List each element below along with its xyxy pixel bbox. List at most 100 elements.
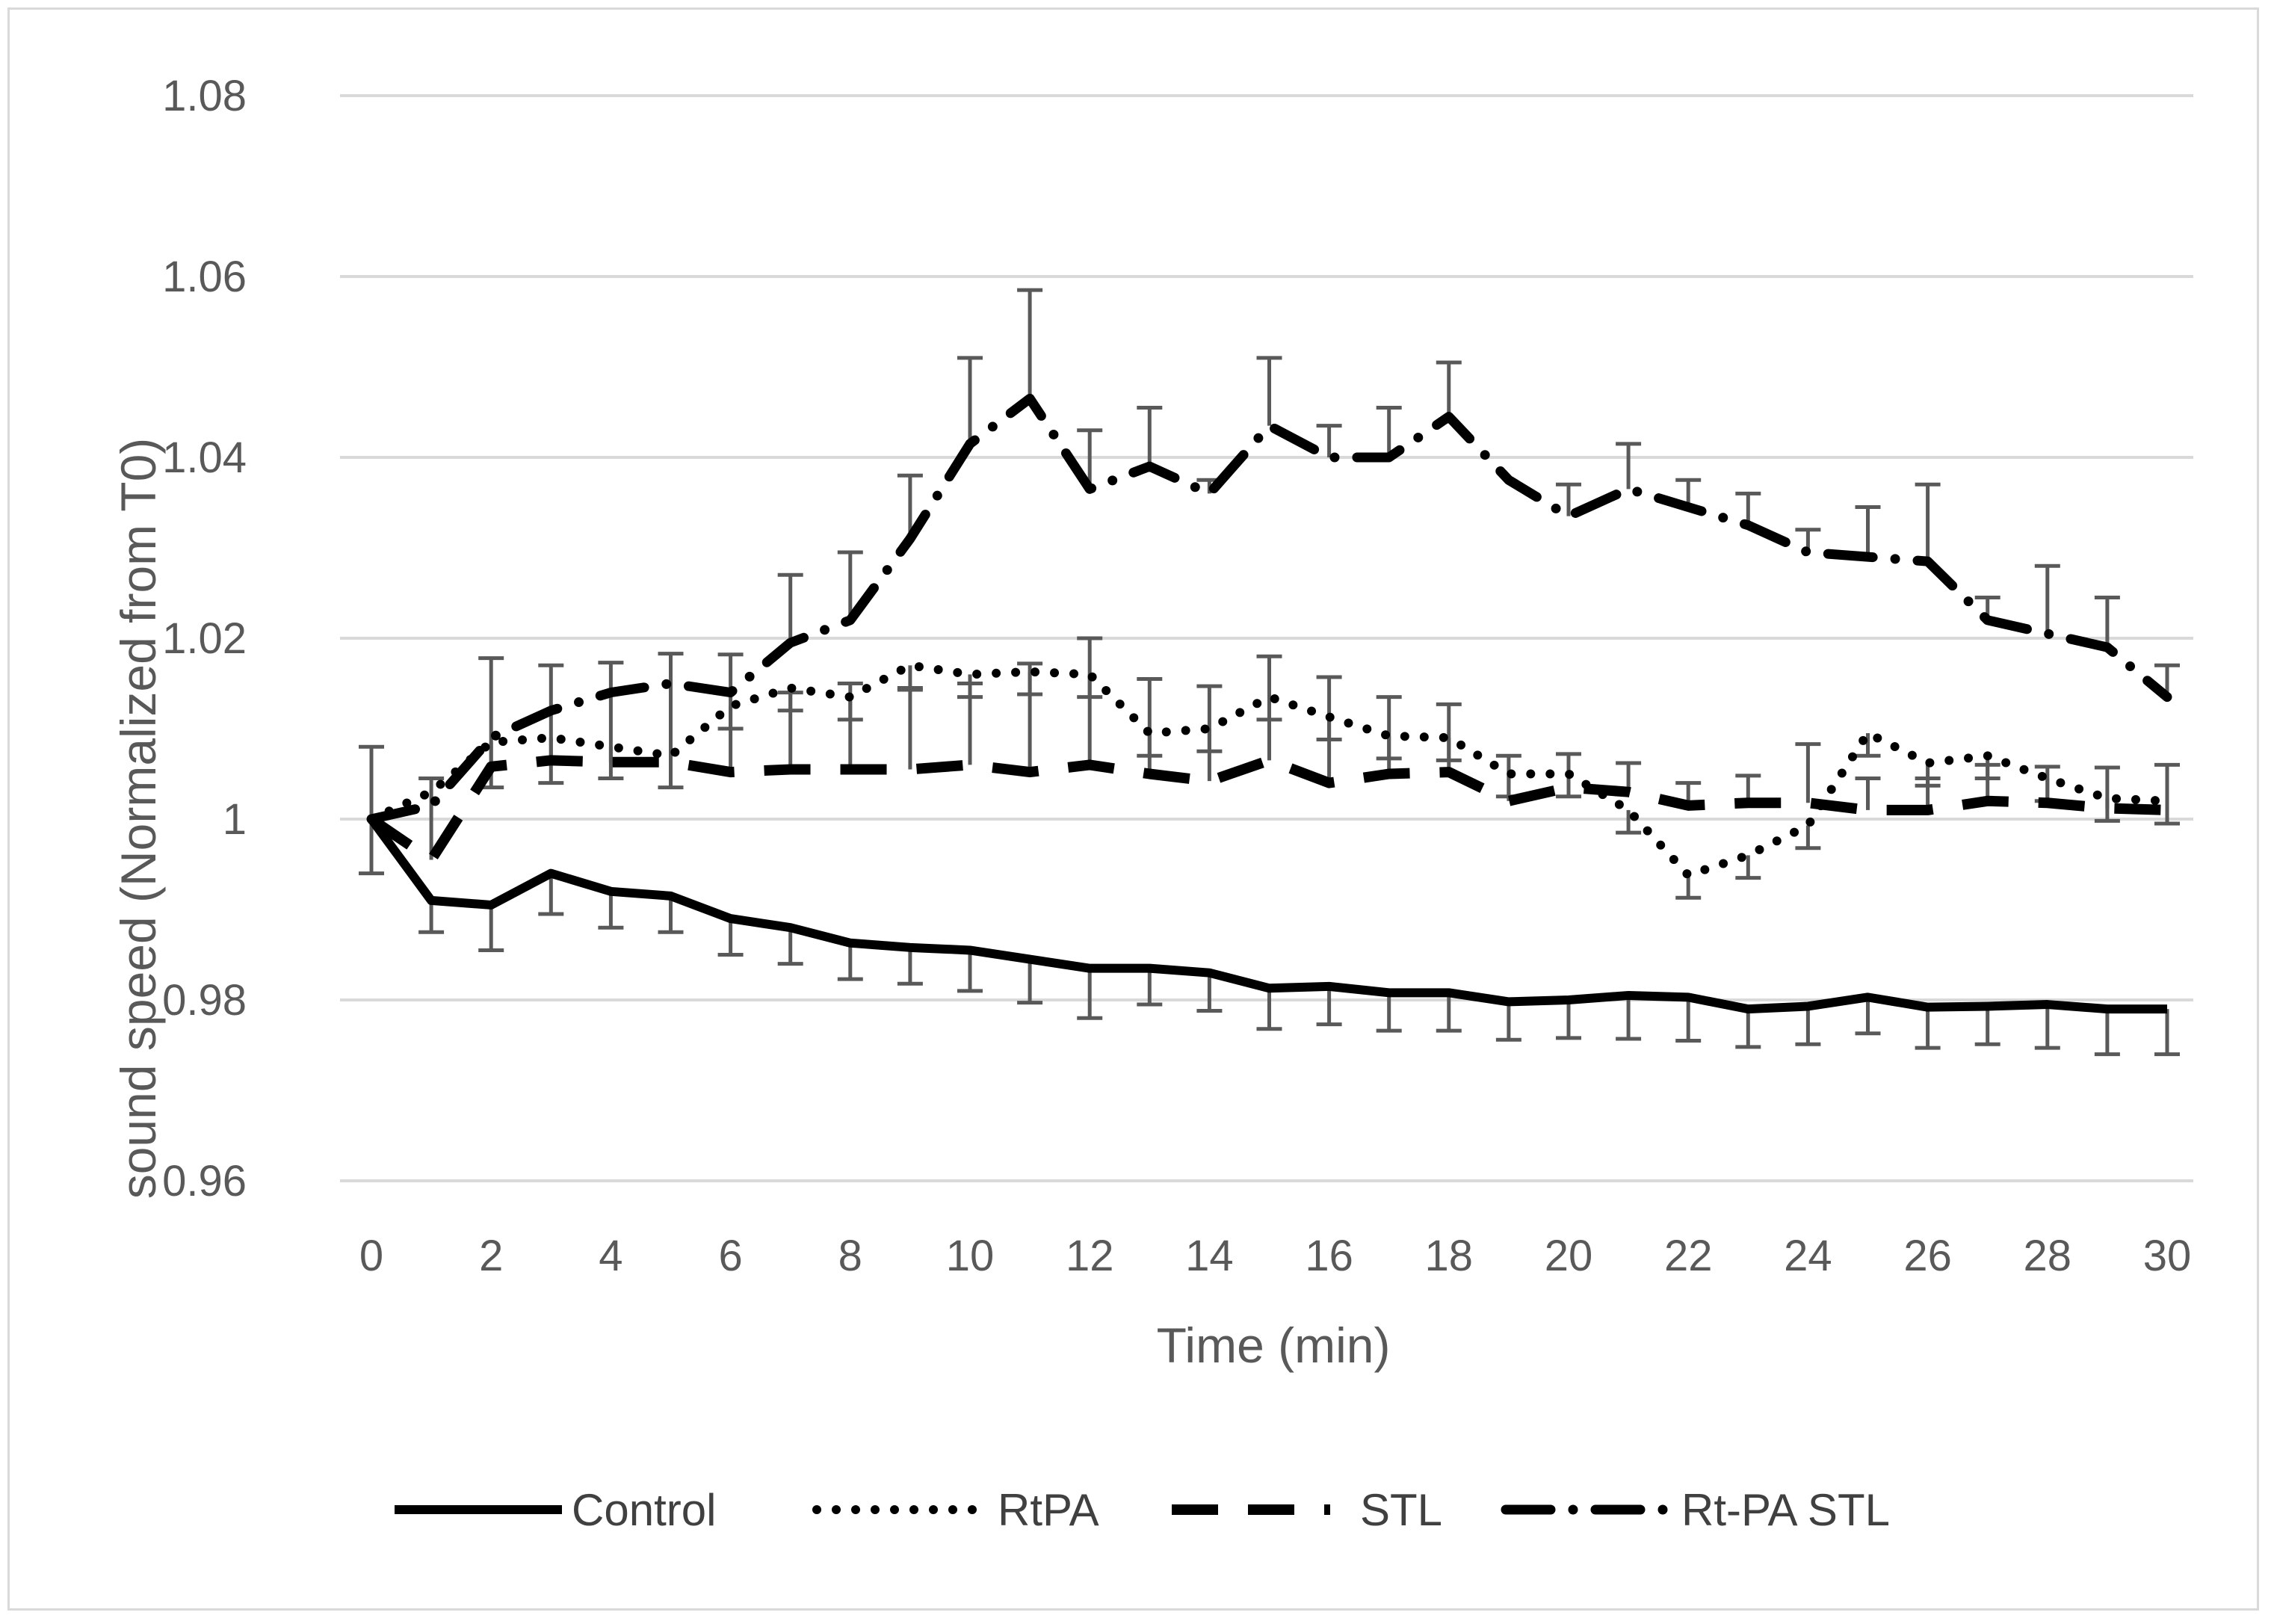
error-bar (478, 656, 504, 767)
error-bar (2094, 765, 2120, 809)
error-bar (1316, 424, 1342, 457)
x-tick-label: 10 (946, 1232, 995, 1280)
error-bar (1616, 809, 1642, 835)
error-bar (1196, 684, 1223, 782)
y-tick-label: 1.02 (162, 614, 247, 663)
x-tick-label: 2 (479, 1232, 503, 1280)
y-tick-label: 1 (223, 795, 247, 844)
error-bar (418, 900, 445, 934)
x-tick-label: 16 (1305, 1232, 1353, 1280)
legend-item: STL (1172, 1485, 1442, 1535)
x-tick-label: 12 (1066, 1232, 1114, 1280)
y-tick-label: 1.04 (162, 433, 247, 482)
error-bar (1556, 1000, 1581, 1040)
error-bar (1675, 875, 1702, 900)
error-bar (1855, 733, 1881, 758)
error-bar (1915, 1007, 1941, 1050)
legend-label: Rt-PA STL (1681, 1485, 1890, 1535)
legend-item: RtPA (812, 1485, 1099, 1535)
error-bar (1077, 428, 1103, 490)
error-bar (777, 691, 803, 770)
legend-item: Rt-PA STL (1501, 1485, 1890, 1535)
error-bar (359, 819, 384, 876)
error-bar (418, 777, 445, 860)
y-axis-title: sound speed (Normalized from T0) (111, 438, 166, 1200)
y-tick-label: 0.96 (162, 1157, 247, 1205)
error-bar (1316, 986, 1342, 1027)
error-bar (1376, 405, 1402, 457)
error-bar (1017, 959, 1043, 1005)
error-bar (897, 947, 923, 986)
error-bar (1974, 762, 2000, 801)
error-bar (1616, 442, 1642, 490)
error-bar (1256, 988, 1282, 1031)
error-bar (598, 661, 624, 762)
error-bar (1376, 992, 1402, 1033)
error-bars (359, 288, 2180, 1057)
error-bar (777, 572, 803, 643)
error-bar (837, 942, 863, 981)
error-bar (1316, 675, 1342, 783)
error-bar (897, 473, 923, 539)
legend-label: Control (572, 1485, 716, 1535)
error-bar (2034, 564, 2060, 634)
x-tick-label: 14 (1185, 1232, 1234, 1280)
error-bar (1436, 992, 1462, 1033)
series-line-stl (368, 755, 2168, 865)
error-bar (1735, 1009, 1761, 1049)
x-tick-label: 8 (838, 1232, 862, 1280)
error-bar (2094, 1009, 2120, 1057)
error-bar (1735, 855, 1761, 880)
error-bar (478, 904, 504, 952)
error-bar (957, 682, 983, 765)
error-bar (1017, 288, 1043, 399)
error-bar (2154, 1009, 2180, 1057)
error-bar (1675, 997, 1702, 1043)
error-bar (359, 744, 384, 819)
error-bar (1974, 1006, 2000, 1046)
error-bar (2034, 765, 2060, 803)
error-bar (1735, 491, 1761, 525)
x-axis-ticks: 0 2 4 6 8 10 12 14 16 18 20 22 24 26 28 30 (359, 1232, 2191, 1280)
error-bar (837, 550, 863, 620)
x-tick-label: 20 (1545, 1232, 1593, 1280)
x-tick-label: 18 (1425, 1232, 1474, 1280)
x-tick-label: 6 (718, 1232, 742, 1280)
series-line-rt-pa-stl (366, 393, 2172, 824)
error-bar (1017, 661, 1043, 773)
error-bar (1137, 405, 1163, 467)
legend-label: RtPA (998, 1485, 1099, 1535)
x-tick-label: 26 (1903, 1232, 1952, 1280)
error-bar (1436, 360, 1462, 417)
y-axis-ticks: 0.96 0.98 1 1.02 1.04 1.06 1.08 (162, 72, 247, 1205)
error-bar (598, 891, 624, 930)
legend-item: Control (395, 1485, 716, 1535)
error-bar (1256, 654, 1282, 761)
error-bar (1795, 742, 1821, 803)
x-tick-label: 28 (2024, 1232, 2072, 1280)
error-bar (1077, 968, 1103, 1020)
error-bar (1855, 505, 1881, 558)
error-bar (1795, 825, 1821, 850)
error-bar (1855, 777, 1881, 810)
x-axis-title: Time (min) (1157, 1318, 1391, 1373)
series-line-control (368, 816, 2167, 1014)
error-bar (717, 652, 744, 773)
error-bar (1795, 1006, 1821, 1046)
error-bar (1137, 676, 1163, 774)
error-bar (1495, 753, 1521, 801)
x-tick-label: 30 (2143, 1232, 2192, 1280)
error-bar (1556, 482, 1581, 516)
x-tick-label: 24 (1784, 1232, 1832, 1280)
y-tick-label: 0.98 (162, 976, 247, 1025)
error-bar (1616, 995, 1642, 1041)
error-bar (957, 356, 983, 444)
error-bar (1256, 356, 1282, 426)
legend: Control RtPA STL Rt-PA STL (395, 1485, 1890, 1535)
error-bar (1196, 972, 1223, 1013)
error-bar (658, 895, 684, 934)
error-bar (1137, 968, 1163, 1007)
error-bar (777, 927, 803, 966)
error-bar (658, 652, 684, 762)
legend-label: STL (1360, 1485, 1442, 1535)
